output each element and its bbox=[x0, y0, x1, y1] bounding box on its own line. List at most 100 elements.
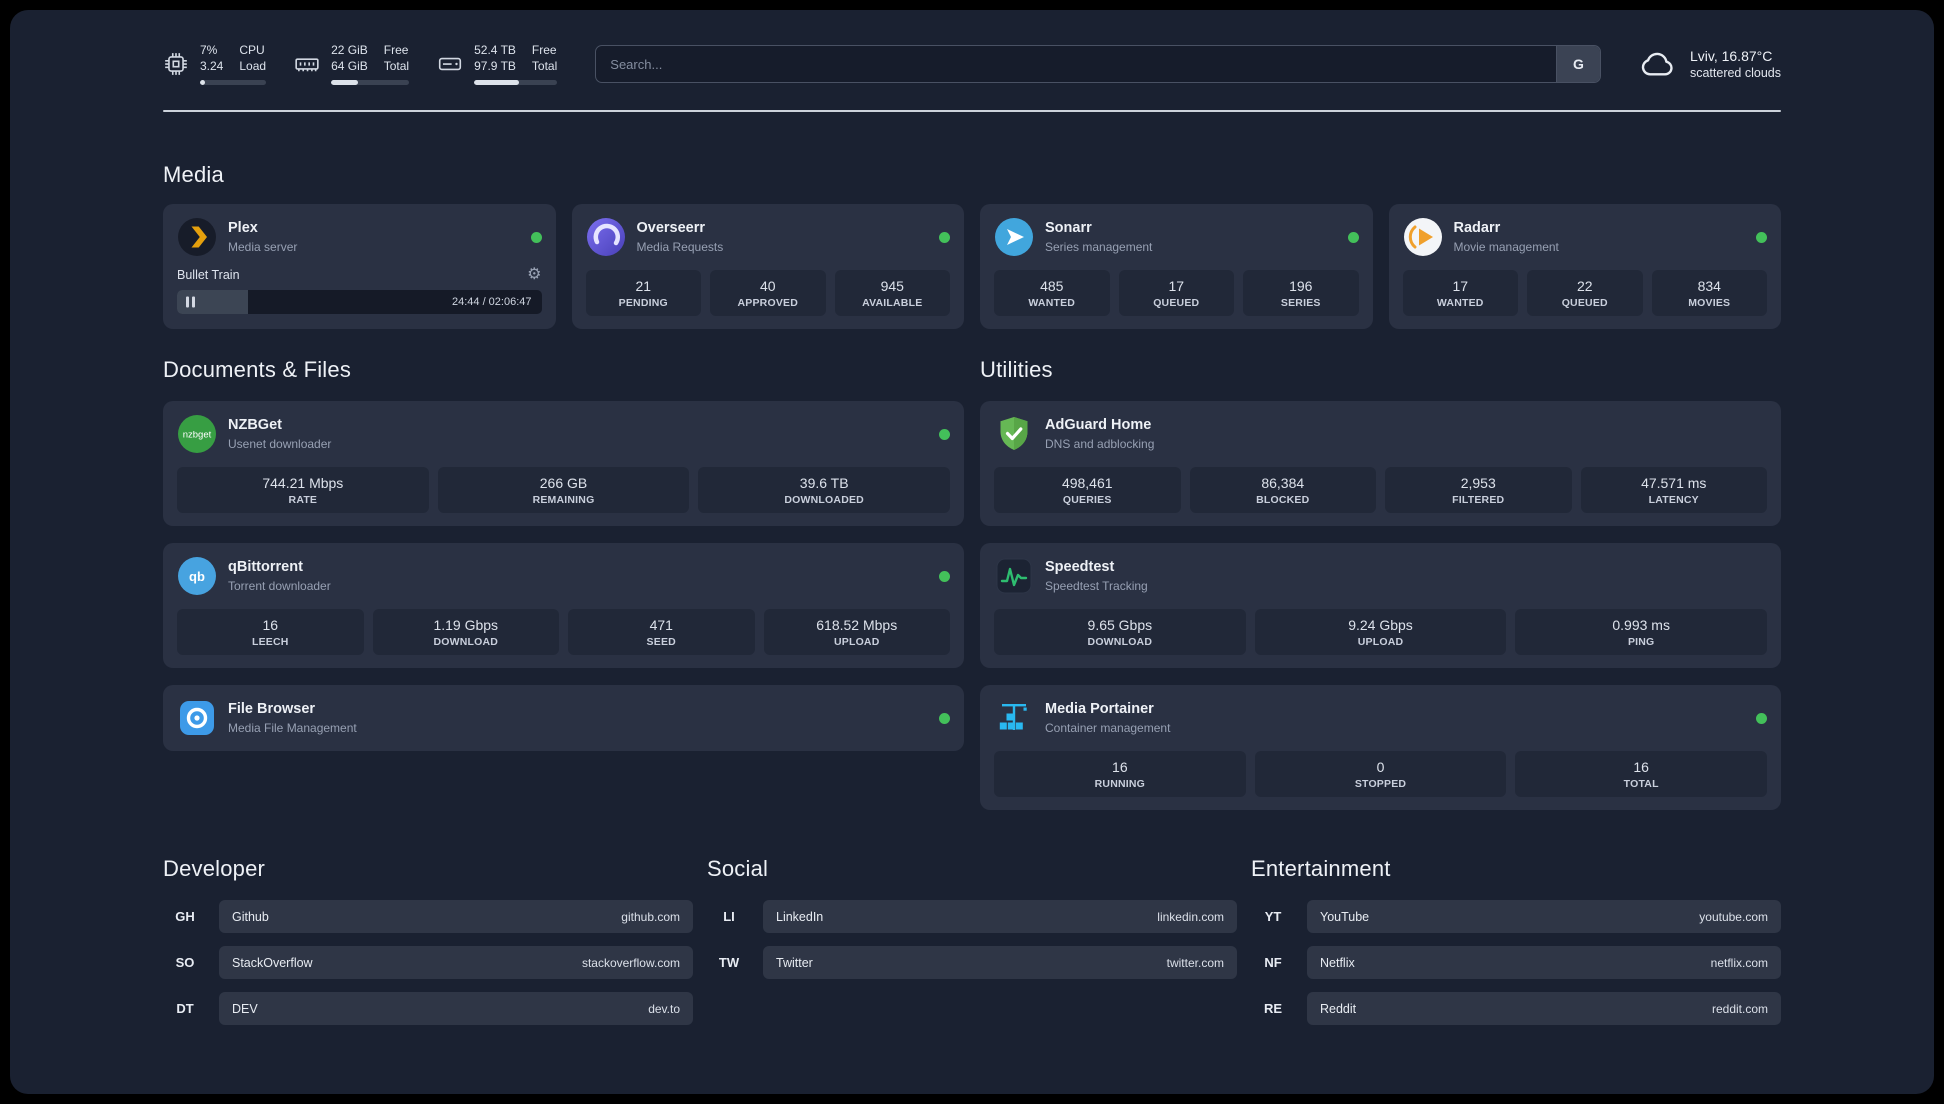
bookmark-abbr: RE bbox=[1263, 1001, 1283, 1016]
stat-value: 0 bbox=[1376, 759, 1385, 775]
app-subtitle: Series management bbox=[1045, 240, 1153, 255]
svg-text:nzbget: nzbget bbox=[183, 430, 212, 441]
bookmark-url: dev.to bbox=[648, 1001, 680, 1016]
bookmark-name: Netflix bbox=[1320, 955, 1355, 970]
bookmark-abbr: DT bbox=[176, 1001, 194, 1016]
bookmark-reddit[interactable]: RE Reddit reddit.com bbox=[1251, 992, 1781, 1025]
bookmark-github[interactable]: GH Github github.com bbox=[163, 900, 693, 933]
system-metrics: 7% CPU 3.24 Load bbox=[163, 43, 558, 85]
stat-label: LATENCY bbox=[1648, 494, 1699, 506]
stat-label: WANTED bbox=[1028, 297, 1076, 309]
bookmark-dev[interactable]: DT DEV dev.to bbox=[163, 992, 693, 1025]
bookmark-abbr: SO bbox=[175, 955, 195, 970]
stat-value: 9.24 Gbps bbox=[1348, 617, 1413, 633]
status-dot bbox=[939, 712, 950, 724]
bookmark-group-developer: Developer GH Github github.com SO StackO… bbox=[163, 856, 693, 1038]
utilities-column: Utilities AdGuard Home DNS and adblockin… bbox=[980, 357, 1781, 810]
sonarr-icon bbox=[995, 218, 1033, 256]
weather-widget: Lviv, 16.87°C scattered clouds bbox=[1639, 45, 1781, 83]
search-engine-button[interactable]: G bbox=[1555, 46, 1600, 82]
ram-icon bbox=[295, 58, 319, 72]
bookmark-name: Twitter bbox=[776, 955, 813, 970]
bookmark-abbr: YT bbox=[1264, 909, 1282, 924]
section-title-utilities: Utilities bbox=[980, 357, 1053, 382]
stat-box: 744.21 Mbps RATE bbox=[177, 467, 429, 513]
stat-label: DOWNLOADED bbox=[784, 494, 864, 506]
app-card-plex[interactable]: Plex Media server Bullet Train ⚙ 24:44 /… bbox=[163, 204, 556, 329]
bookmark-abbr: TW bbox=[718, 955, 740, 970]
stat-value: 2,953 bbox=[1460, 475, 1496, 491]
app-card-nzbget[interactable]: nzbget NZBGet Usenet downloader 744.21 M… bbox=[163, 401, 964, 526]
stat-label: STOPPED bbox=[1354, 778, 1407, 790]
stat-value: 17 bbox=[1452, 278, 1469, 294]
stat-label: QUERIES bbox=[1062, 494, 1112, 506]
stat-box: 21 PENDING bbox=[585, 270, 701, 316]
stat-value: 21 bbox=[635, 278, 652, 294]
status-dot bbox=[1756, 231, 1767, 243]
cpu-chip-icon bbox=[165, 53, 187, 75]
app-card-overseerr[interactable]: Overseerr Media Requests 21 PENDING 40 A… bbox=[571, 204, 964, 329]
app-title: Sonarr bbox=[1045, 219, 1092, 236]
bookmark-name: Github bbox=[232, 909, 269, 924]
section-title-media: Media bbox=[163, 162, 224, 187]
app-card-speedtest[interactable]: Speedtest Speedtest Tracking 9.65 Gbps D… bbox=[980, 543, 1781, 668]
app-card-qbittorrent[interactable]: qb qBittorrent Torrent downloader 16 LEE… bbox=[163, 543, 964, 668]
stat-label: RUNNING bbox=[1094, 778, 1146, 790]
stat-value: 39.6 TB bbox=[799, 475, 849, 491]
bookmark-name: DEV bbox=[232, 1001, 258, 1016]
nzbget-icon: nzbget bbox=[178, 415, 216, 453]
bookmark-netflix[interactable]: NF Netflix netflix.com bbox=[1251, 946, 1781, 979]
disk-icon bbox=[439, 57, 462, 71]
app-card-sonarr[interactable]: Sonarr Series management 485 WANTED 17 Q… bbox=[980, 204, 1373, 329]
app-title: Media Portainer bbox=[1045, 700, 1154, 717]
stat-value: 834 bbox=[1697, 278, 1721, 294]
bookmark-url: netflix.com bbox=[1710, 955, 1768, 970]
gear-icon[interactable]: ⚙ bbox=[527, 266, 542, 283]
bookmark-name: Reddit bbox=[1320, 1001, 1357, 1016]
app-subtitle: Usenet downloader bbox=[228, 437, 332, 452]
stat-value: 22 bbox=[1576, 278, 1593, 294]
bookmark-linkedin[interactable]: LI LinkedIn linkedin.com bbox=[707, 900, 1237, 933]
stat-label: BLOCKED bbox=[1256, 494, 1310, 506]
disk-usage-bar bbox=[474, 79, 558, 85]
stat-box: 618.52 Mbps UPLOAD bbox=[763, 609, 950, 655]
stat-box: 16 RUNNING bbox=[994, 751, 1246, 797]
stat-label: PING bbox=[1627, 636, 1655, 648]
stat-label: DOWNLOAD bbox=[1087, 636, 1153, 648]
disk-free-value: 52.4 TB bbox=[474, 43, 516, 58]
overseerr-icon bbox=[586, 218, 625, 256]
app-title: AdGuard Home bbox=[1045, 416, 1152, 433]
bookmark-youtube[interactable]: YT YouTube youtube.com bbox=[1251, 900, 1781, 933]
stat-box: 834 MOVIES bbox=[1651, 270, 1767, 316]
app-card-filebrowser[interactable]: File Browser Media File Management bbox=[163, 685, 964, 751]
bookmark-stackoverflow[interactable]: SO StackOverflow stackoverflow.com bbox=[163, 946, 693, 979]
stat-box: 16 TOTAL bbox=[1515, 751, 1768, 797]
playback-time: 24:44 / 02:06:47 bbox=[451, 296, 532, 308]
stat-label: UPLOAD bbox=[833, 636, 880, 648]
status-dot bbox=[1347, 231, 1359, 243]
app-title: File Browser bbox=[228, 700, 316, 717]
app-card-portainer[interactable]: Media Portainer Container management 16 … bbox=[980, 685, 1781, 810]
cpu-label: CPU bbox=[239, 43, 265, 58]
stat-box: 47.571 ms LATENCY bbox=[1580, 467, 1767, 513]
app-subtitle: Media File Management bbox=[228, 721, 357, 736]
stat-box: 22 QUEUED bbox=[1527, 270, 1643, 316]
stat-box: 16 LEECH bbox=[177, 609, 364, 655]
cloud-icon bbox=[1641, 52, 1673, 76]
portainer-icon bbox=[999, 704, 1027, 730]
stat-value: 266 GB bbox=[539, 475, 588, 491]
stat-value: 86,384 bbox=[1261, 475, 1305, 491]
qbittorrent-icon: qb bbox=[178, 557, 216, 595]
app-card-radarr[interactable]: Radarr Movie management 17 WANTED 22 QUE… bbox=[1388, 204, 1781, 329]
bookmark-twitter[interactable]: TW Twitter twitter.com bbox=[707, 946, 1237, 979]
weather-location: Lviv, 16.87°C bbox=[1689, 48, 1773, 64]
media-grid: Plex Media server Bullet Train ⚙ 24:44 /… bbox=[163, 204, 1781, 329]
app-title: Overseerr bbox=[636, 219, 706, 236]
search-input[interactable] bbox=[596, 46, 1556, 82]
status-dot bbox=[939, 428, 950, 440]
stat-label: TOTAL bbox=[1623, 778, 1659, 790]
app-card-adguard[interactable]: AdGuard Home DNS and adblocking 498,461 … bbox=[980, 401, 1781, 526]
app-title: Speedtest bbox=[1045, 558, 1115, 575]
documents-column: Documents & Files nzbget NZBGet Usenet d… bbox=[163, 357, 964, 751]
bookmark-abbr: GH bbox=[175, 909, 195, 924]
